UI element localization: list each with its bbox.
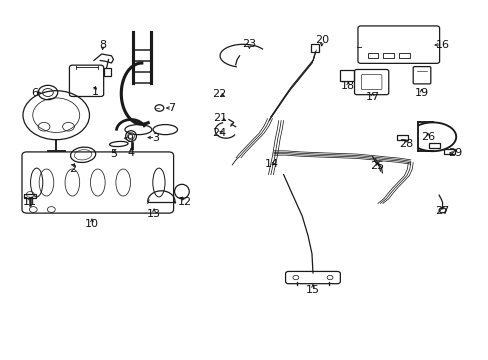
Text: 7: 7 <box>168 103 175 113</box>
Bar <box>383 53 393 58</box>
Text: 2: 2 <box>69 164 76 174</box>
Text: 19: 19 <box>414 88 427 98</box>
Text: 16: 16 <box>435 40 448 50</box>
Text: 17: 17 <box>365 92 379 102</box>
Text: 13: 13 <box>147 209 161 219</box>
Text: 15: 15 <box>305 285 319 295</box>
Bar <box>339 70 353 81</box>
Text: 4: 4 <box>127 148 134 158</box>
Text: 18: 18 <box>341 81 354 91</box>
Text: 28: 28 <box>398 139 412 149</box>
Text: 26: 26 <box>420 132 434 142</box>
Bar <box>396 135 407 140</box>
Text: 29: 29 <box>447 148 462 158</box>
Bar <box>398 53 409 58</box>
Bar <box>443 149 454 154</box>
Text: 6: 6 <box>32 87 39 98</box>
Bar <box>24 194 36 198</box>
Text: 27: 27 <box>434 206 449 216</box>
Bar <box>310 44 319 52</box>
Text: 12: 12 <box>178 197 191 207</box>
Text: 14: 14 <box>264 159 278 169</box>
Text: 11: 11 <box>22 197 36 207</box>
Text: 1: 1 <box>92 87 99 97</box>
Text: 5: 5 <box>110 149 117 159</box>
Text: 20: 20 <box>314 35 328 45</box>
Text: 9: 9 <box>126 134 133 144</box>
Text: 3: 3 <box>152 132 159 143</box>
Text: 24: 24 <box>211 128 226 138</box>
Text: 23: 23 <box>242 39 256 49</box>
Bar <box>428 143 439 148</box>
Text: 10: 10 <box>85 219 99 229</box>
Text: 22: 22 <box>211 89 226 99</box>
Bar <box>103 68 110 76</box>
Bar <box>367 53 378 58</box>
Text: 8: 8 <box>99 40 106 50</box>
Text: 25: 25 <box>370 161 384 171</box>
Text: 21: 21 <box>213 113 226 123</box>
